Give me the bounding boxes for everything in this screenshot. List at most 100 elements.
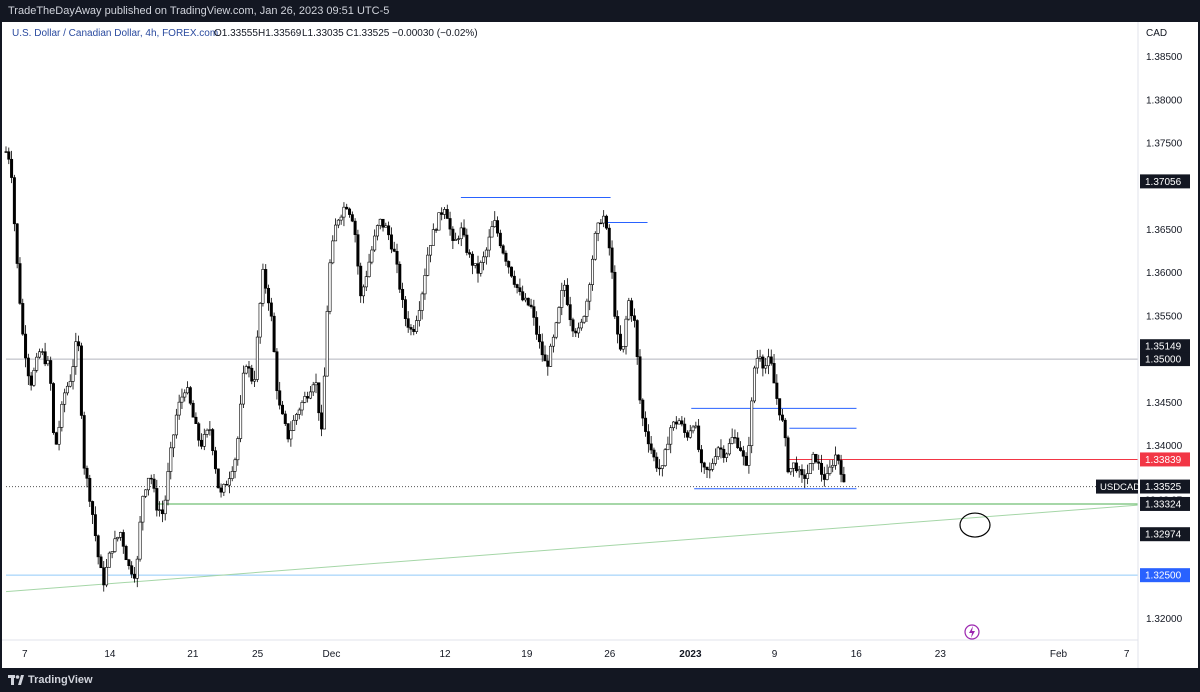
candle [286,423,290,443]
candles-layer [4,146,846,592]
candle [314,373,318,394]
candle [35,352,39,373]
candle [817,454,821,470]
candle [328,259,332,315]
candle [191,400,195,418]
candle [26,353,30,385]
price-chart[interactable]: 1.38500 1.38000 1.37500 1.36500 1.36000 1.355… [2,22,1198,668]
price-axis[interactable]: 1.38500 1.38000 1.37500 1.36500 1.36000 1.355… [1146,52,1183,625]
candle [272,312,276,353]
candle [267,284,271,311]
candle [515,283,519,294]
time-axis[interactable]: 7 14 21 25 Dec 12 19 26 2023 9 16 23 Feb 7 [22,649,1130,660]
lightning-icon[interactable] [964,624,980,640]
candle [632,308,636,328]
candle [325,305,329,377]
candle [655,452,659,472]
candle [278,381,282,410]
candle [82,411,86,475]
candle [518,278,522,296]
candle [46,355,50,367]
candle [54,431,58,445]
candle [227,471,231,494]
y-tick-label: 1.34000 [1146,441,1183,452]
candle [166,462,170,506]
candle [412,325,416,336]
candle [546,354,550,376]
candle [160,500,164,523]
y-tick-label: 1.35500 [1146,311,1183,322]
annotation-circle [959,512,991,538]
candle [398,261,402,293]
candle [244,364,248,375]
candle [373,229,377,252]
candle [484,247,488,265]
price-label-text: 1.35149 [1145,342,1182,353]
candle [361,284,365,304]
candle [381,218,385,232]
candle [144,489,148,499]
candle [135,555,139,588]
candle [99,554,103,569]
candle [523,293,527,303]
candle [306,391,310,403]
candle [658,459,662,476]
price-label: 1.37056 [1140,174,1190,189]
candle [320,404,324,437]
candle [225,480,229,486]
price-label-text: 1.33839 [1145,455,1182,466]
candle [241,365,245,409]
candle [683,417,687,438]
legend-open: O1.33555 [214,28,258,39]
candle [258,302,262,344]
chart-area[interactable]: 1.38500 1.38000 1.37500 1.36500 1.36000 1.355… [2,22,1198,668]
candle [479,260,483,277]
candle [339,214,343,225]
candle [688,424,692,439]
price-label: 1.33839 [1140,452,1190,467]
candle [367,253,371,278]
candle [342,202,346,227]
candle [470,251,474,275]
candle [389,227,393,254]
price-label: 1.35149 [1140,339,1190,354]
candle [219,483,223,498]
candle [141,495,145,531]
candle [669,424,673,454]
candle [591,255,595,291]
x-tick-label: 25 [252,649,264,660]
candle [766,348,770,375]
candle [364,270,368,292]
candle [836,454,840,465]
candle [415,315,419,334]
candle [124,544,128,561]
candle [445,204,449,219]
candle [79,342,83,419]
candle [752,365,756,404]
candle [116,536,120,542]
candle [303,391,307,404]
candle [317,382,321,421]
candle [833,446,837,470]
candle [674,416,678,430]
candle [91,500,95,525]
candle [348,207,352,218]
candle [797,465,801,478]
candle [345,203,349,210]
candle [599,218,603,225]
legend-high: H1.33569 [258,28,302,39]
candle [370,246,374,265]
candle [93,506,97,542]
candle [213,446,217,474]
candle [627,297,631,321]
candle [378,218,382,230]
candle [621,345,625,353]
candle [468,249,472,258]
candle [565,278,569,307]
candle [152,474,156,493]
candle [713,448,717,466]
candle [526,297,530,307]
candle [727,438,731,456]
candle [60,401,64,432]
